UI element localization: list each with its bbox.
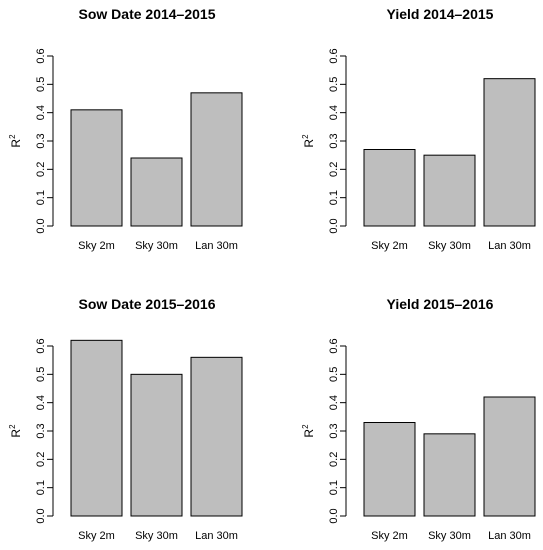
x-tick-label: Sky 30m [135, 240, 178, 252]
x-tick-label: Lan 30m [488, 240, 531, 252]
x-tick-label: Sky 30m [428, 530, 471, 542]
x-tick-label: Lan 30m [195, 530, 238, 542]
x-tick-label: Sky 2m [371, 240, 408, 252]
y-tick-label: 0.4 [328, 105, 340, 120]
y-tick-label: 0.4 [328, 395, 340, 410]
y-tick-label: 0.5 [35, 367, 47, 382]
y-axis-label: R2 [8, 134, 23, 148]
y-tick-label: 0.2 [328, 452, 340, 467]
chart-panel-1: Sow Date 2014–2015 R2 0.0 0.1 0.2 0.3 0.4 0.5 0.… [8, 6, 243, 252]
y-axis-label: R2 [8, 424, 23, 438]
bar [363, 149, 416, 227]
x-tick-label: Sky 30m [135, 530, 178, 542]
bar [423, 154, 476, 227]
x-tick-label: Sky 2m [371, 530, 408, 542]
bar [483, 78, 536, 227]
y-tick-label: 0.0 [35, 218, 47, 233]
y-tick-label: 0.2 [328, 162, 340, 177]
x-tick-label: Lan 30m [195, 240, 238, 252]
y-tick-label: 0.5 [328, 77, 340, 92]
x-tick-label: Sky 2m [78, 530, 115, 542]
y-axis-label-superscript: 2 [8, 134, 17, 139]
y-axis-label-superscript: 2 [301, 424, 310, 429]
y-tick-label: 0.4 [35, 395, 47, 410]
y-tick-label: 0.1 [35, 190, 47, 205]
x-tick-label: Sky 30m [428, 240, 471, 252]
chart-title: Yield 2014–2015 [387, 6, 494, 22]
chart-title: Sow Date 2014–2015 [79, 6, 216, 22]
x-tick-label: Lan 30m [488, 530, 531, 542]
y-tick-label: 0.3 [328, 133, 340, 148]
y-tick-label: 0.4 [35, 105, 47, 120]
y-tick-label: 0.3 [35, 423, 47, 438]
chart-title: Sow Date 2015–2016 [79, 296, 216, 312]
y-tick-label: 0.0 [328, 218, 340, 233]
chart-panel-2: Yield 2014–2015 R2 0.0 0.1 0.2 0.3 0.4 0.5 0.6 Sk… [301, 6, 536, 252]
y-tick-label: 0.5 [328, 367, 340, 382]
y-tick-label: 0.2 [35, 162, 47, 177]
y-tick-label: 0.0 [328, 508, 340, 523]
y-tick-label: 0.6 [328, 48, 340, 63]
bar [423, 433, 476, 517]
bar [363, 422, 416, 517]
bar [130, 157, 183, 227]
y-axis-label-superscript: 2 [301, 134, 310, 139]
chart-title: Yield 2015–2016 [387, 296, 494, 312]
y-tick-label: 0.1 [328, 190, 340, 205]
bar [190, 92, 243, 227]
bar [70, 339, 123, 517]
y-axis-label-base: R [9, 429, 23, 438]
y-axis-label-base: R [9, 139, 23, 148]
y-tick-label: 0.6 [35, 338, 47, 353]
y-axis-label-base: R [302, 429, 316, 438]
bar [190, 356, 243, 517]
y-tick-label: 0.6 [328, 338, 340, 353]
chart-panel-3: Sow Date 2015–2016 R2 0.0 0.1 0.2 0.3 0.4 0.5 0.… [8, 296, 243, 542]
y-tick-label: 0.5 [35, 77, 47, 92]
y-tick-label: 0.3 [35, 133, 47, 148]
y-tick-label: 0.6 [35, 48, 47, 63]
y-tick-label: 0.0 [35, 508, 47, 523]
bar [483, 396, 536, 517]
bar [70, 109, 123, 227]
y-axis-label: R2 [301, 134, 316, 148]
bar [130, 373, 183, 517]
y-tick-label: 0.1 [35, 480, 47, 495]
y-tick-label: 0.1 [328, 480, 340, 495]
chart-panel-4: Yield 2015–2016 R2 0.0 0.1 0.2 0.3 0.4 0.5 0.6 Sk… [301, 296, 536, 542]
y-tick-label: 0.2 [35, 452, 47, 467]
y-axis-label-base: R [302, 139, 316, 148]
y-axis-label-superscript: 2 [8, 424, 17, 429]
x-tick-label: Sky 2m [78, 240, 115, 252]
y-axis-label: R2 [301, 424, 316, 438]
y-tick-label: 0.3 [328, 423, 340, 438]
